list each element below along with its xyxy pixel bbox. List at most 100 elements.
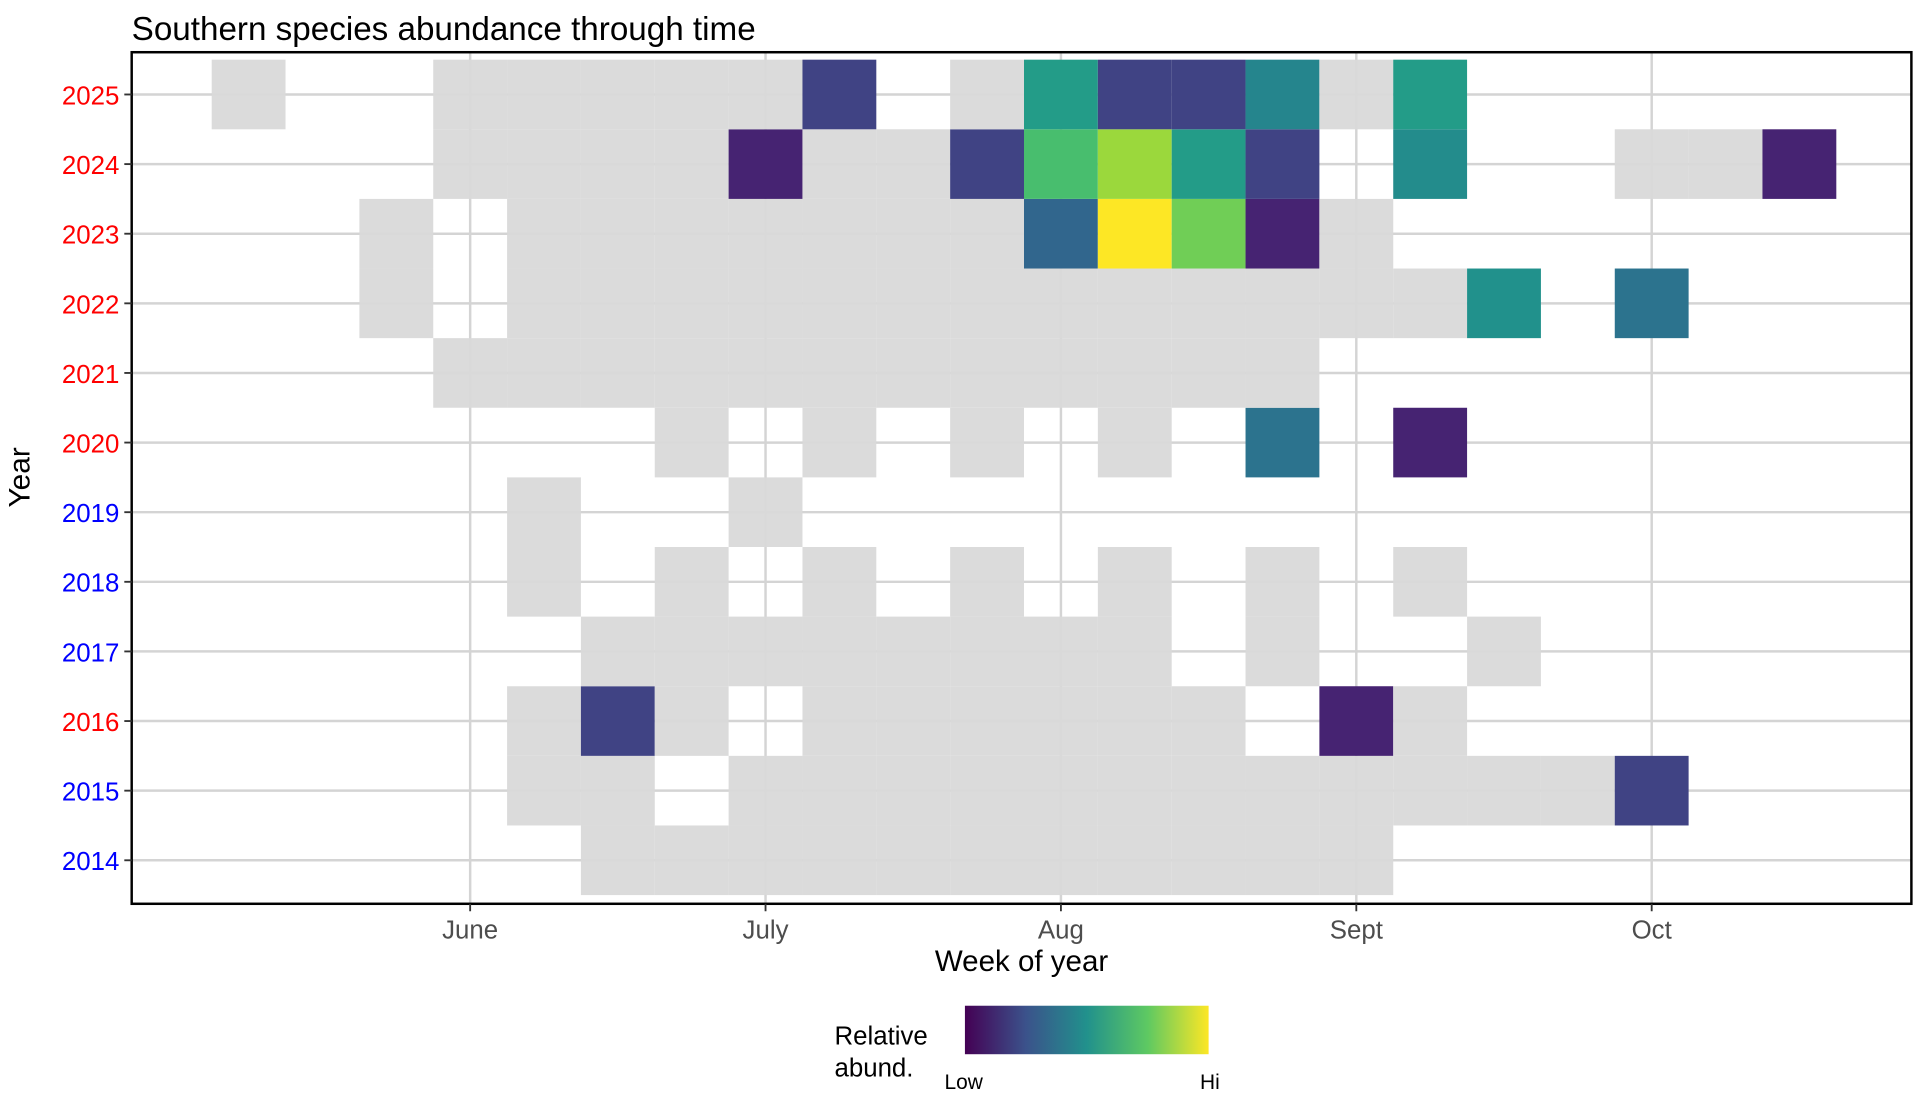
heatmap-cell-absent <box>654 686 729 756</box>
heatmap-cell-absent <box>1097 755 1172 826</box>
heatmap-cell-absent <box>654 59 729 130</box>
x-tick-label: June <box>442 914 498 944</box>
heatmap-cell-absent <box>876 198 951 269</box>
heatmap-cell-absent <box>950 59 1024 130</box>
heatmap-cell-absent <box>802 825 877 896</box>
heatmap-cell-absent <box>1245 547 1320 617</box>
heatmap-cell-absent <box>654 547 729 617</box>
y-tick-label: 2014 <box>62 846 119 876</box>
heatmap-cell <box>1467 268 1541 339</box>
y-tick-label: 2023 <box>62 220 119 250</box>
heatmap-cell-absent <box>580 129 655 199</box>
legend-high-label: Hi <box>1200 1071 1220 1094</box>
heatmap-cell-absent <box>876 825 951 896</box>
legend-low-label: Low <box>945 1071 984 1094</box>
heatmap-cell-absent <box>580 268 655 339</box>
heatmap-cell-absent <box>802 198 877 269</box>
y-tick-label: 2018 <box>62 568 119 598</box>
heatmap-cell <box>1393 129 1468 199</box>
heatmap-cell-absent <box>1024 686 1098 756</box>
heatmap-cell-absent <box>1319 825 1394 896</box>
heatmap-cell-absent <box>654 407 729 478</box>
heatmap-cell-absent <box>1097 825 1172 896</box>
heatmap-cell <box>1024 59 1098 130</box>
heatmap-cell-absent <box>654 129 729 199</box>
heatmap-cell-absent <box>802 686 877 756</box>
heatmap-cell-absent <box>876 686 951 756</box>
heatmap-cell-absent <box>728 268 803 339</box>
heatmap-cell-absent <box>654 268 729 339</box>
heatmap-cell-absent <box>728 338 803 408</box>
legend-title-line2: abund. <box>834 1052 913 1082</box>
heatmap-cell-absent <box>359 268 434 339</box>
x-axis-title: Week of year <box>935 945 1109 978</box>
heatmap-cell-absent <box>802 547 877 617</box>
heatmap-cell-absent <box>1097 338 1172 408</box>
heatmap-cell-absent <box>802 407 877 478</box>
heatmap-cell-absent <box>507 198 581 269</box>
heatmap-cell-absent <box>507 268 581 339</box>
heatmap-cell-absent <box>1614 129 1689 199</box>
heatmap-cell-absent <box>950 407 1024 478</box>
heatmap-cell-absent <box>1097 686 1172 756</box>
heatmap-cell-absent <box>1319 268 1394 339</box>
x-tick-label: July <box>743 914 789 944</box>
heatmap-cell-absent <box>1467 755 1541 826</box>
heatmap-cell <box>1097 59 1172 130</box>
heatmap-cell-absent <box>802 129 877 199</box>
heatmap-cell-absent <box>1024 616 1098 687</box>
heatmap-cell <box>1393 59 1468 130</box>
heatmap-cell-absent <box>507 59 581 130</box>
heatmap-cell <box>1393 407 1468 478</box>
heatmap-cell <box>1171 129 1246 199</box>
heatmap-cell-absent <box>507 686 581 756</box>
y-axis-title: Year <box>4 447 37 507</box>
heatmap-cell-absent <box>728 825 803 896</box>
heatmap-cell-absent <box>433 59 508 130</box>
x-tick-label: Oct <box>1632 914 1673 944</box>
x-tick-label: Aug <box>1038 914 1084 944</box>
heatmap-cell-absent <box>802 338 877 408</box>
heatmap-cell-absent <box>950 338 1024 408</box>
heatmap-cell <box>1245 198 1320 269</box>
heatmap-cell-absent <box>950 268 1024 339</box>
legend-colorbar <box>964 1005 1209 1055</box>
heatmap-cell-absent <box>1024 268 1098 339</box>
heatmap-cell-absent <box>1097 268 1172 339</box>
y-tick-label: 2017 <box>62 637 119 667</box>
chart-title: Southern species abundance through time <box>132 11 756 48</box>
heatmap-cell-absent <box>1171 755 1246 826</box>
heatmap-cell-absent <box>876 616 951 687</box>
heatmap-cell-absent <box>654 825 729 896</box>
heatmap-cell-absent <box>580 755 655 826</box>
heatmap-cell-absent <box>580 59 655 130</box>
heatmap-cell-absent <box>580 338 655 408</box>
heatmap-cell-absent <box>1171 825 1246 896</box>
heatmap-cell <box>1097 198 1172 269</box>
heatmap-cell-absent <box>507 547 581 617</box>
plot-panel-border <box>130 50 1913 906</box>
heatmap-cell-absent <box>728 616 803 687</box>
y-tick-label: 2020 <box>62 428 119 458</box>
heatmap-cell-absent <box>1319 755 1394 826</box>
heatmap-cell <box>1097 129 1172 199</box>
heatmap-cell <box>580 686 655 756</box>
heatmap-cell-absent <box>728 477 803 547</box>
heatmap-cell-absent <box>507 338 581 408</box>
heatmap-cell <box>1614 755 1689 826</box>
heatmap-cell-absent <box>359 198 434 269</box>
y-axis: 2025 2024 2023 2022 2021 2020 2019 2018 2017 2016… <box>62 80 132 876</box>
heatmap-cell-absent <box>1024 825 1098 896</box>
heatmap-cell-absent <box>950 616 1024 687</box>
y-tick-label: 2019 <box>62 498 119 528</box>
x-axis: June July Aug Sept Oct <box>442 903 1673 945</box>
heatmap-cell <box>1762 129 1837 199</box>
heatmap-cell-absent <box>728 198 803 269</box>
heatmap-cell-absent <box>950 198 1024 269</box>
heatmap-cell-absent <box>1097 616 1172 687</box>
heatmap-cell <box>1614 268 1689 339</box>
heatmap-cells <box>211 59 1837 896</box>
heatmap-cell <box>1245 129 1320 199</box>
heatmap-cell-absent <box>950 686 1024 756</box>
